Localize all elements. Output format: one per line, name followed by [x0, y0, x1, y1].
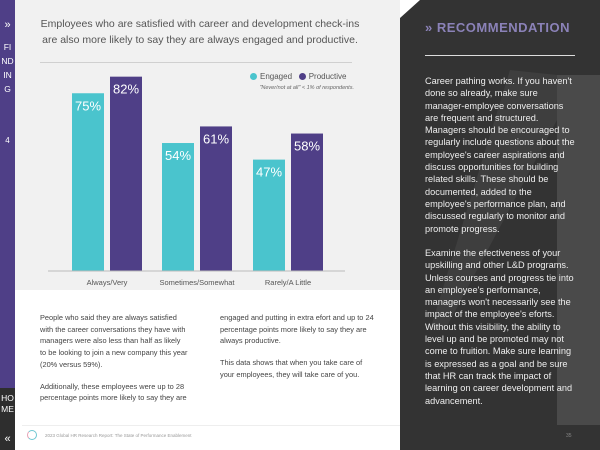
body-paragraph: This data shows that when you take care …: [220, 358, 363, 379]
bar-chart: 75% 82% Always/Very 54% 61% Sometimes/Somewha…: [48, 76, 345, 287]
recommendation-heading: » RECOMMENDATION: [425, 20, 570, 35]
data-label: 61%: [203, 131, 229, 146]
body-paragraph: People who said they are always satisfie…: [40, 313, 188, 369]
body-paragraph: Additionally, these employees were up to…: [40, 381, 187, 403]
brand-logo-icon: [27, 430, 37, 440]
data-label: 82%: [113, 82, 139, 97]
data-label: 47%: [256, 165, 282, 180]
recommendation-title: RECOMMENDATION: [436, 20, 570, 35]
recommendation-paragraph: Career pathing works. If you haven't don…: [425, 76, 575, 234]
chevron-right-icon[interactable]: »: [4, 19, 11, 31]
legend-swatch-productive: [298, 73, 306, 81]
home-label[interactable]: HOME: [1, 393, 14, 414]
body-column-2: engaged and putting in extra efort and u…: [220, 312, 375, 381]
chart-note: "Never/not at all" < 1% of respondents.: [259, 85, 354, 91]
recommendation-panel: [400, 0, 600, 450]
bar-engaged: [72, 93, 104, 271]
divider: [40, 62, 352, 63]
legend-engaged: Engaged: [260, 72, 293, 81]
footer-divider: [22, 425, 400, 426]
home-link[interactable]: HOME «: [0, 388, 15, 450]
finding-sidebar: » FINDING 4: [0, 0, 15, 388]
footer-text: 2023 Global HR Research Report: The Stat…: [45, 433, 192, 438]
bar-engaged: [253, 159, 285, 271]
bar-engaged: [162, 143, 194, 271]
chart-title: Employees who are satisfied with career …: [40, 18, 360, 46]
bar-productive: [200, 126, 232, 272]
data-label: 75%: [75, 98, 101, 113]
bar-productive: [291, 133, 323, 271]
chevron-left-icon[interactable]: «: [4, 433, 11, 445]
chart-legend: Engaged Productive: [250, 72, 347, 81]
divider: [425, 55, 575, 56]
body-column-1: People who said they are always satisfie…: [40, 312, 188, 404]
x-tick-label: Sometimes/Somewhat: [159, 278, 235, 287]
legend-swatch-engaged: [250, 73, 257, 81]
finding-label: FINDING: [1, 42, 14, 94]
bar-productive: [110, 76, 142, 271]
finding-number: 4: [5, 136, 10, 145]
x-tick-label: Rarely/A Little: [265, 278, 311, 287]
chevron-right-icon: »: [425, 20, 433, 35]
recommendation-paragraph: Examine the efectiveness of your upskill…: [425, 248, 574, 406]
legend-productive: Productive: [308, 72, 347, 81]
data-label: 58%: [294, 139, 320, 154]
body-paragraph: engaged and putting in extra efort and u…: [220, 313, 374, 346]
x-tick-label: Always/Very: [87, 278, 128, 287]
page-number: 35: [566, 433, 572, 439]
data-label: 54%: [165, 148, 191, 163]
number-four-watermark: [430, 70, 600, 425]
